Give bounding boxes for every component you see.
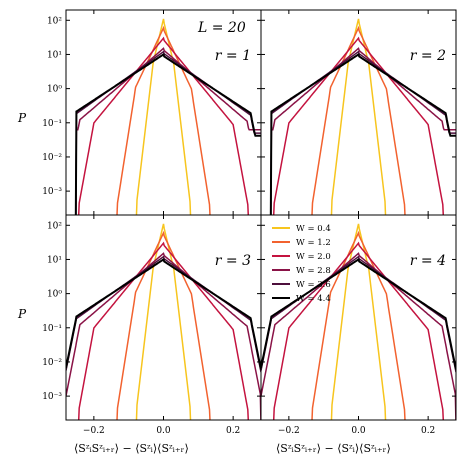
panel-label: r = 3: [215, 253, 251, 269]
series-line-5: [269, 53, 456, 215]
series-line-4: [261, 255, 456, 373]
y-tick-label: 10⁰: [47, 290, 62, 300]
series-line-0: [135, 18, 192, 215]
legend-entry-0: W = 0.4: [296, 224, 331, 234]
x-tick-label: −0.2: [83, 426, 105, 436]
series-line-1: [311, 25, 406, 215]
panel-curves: [261, 223, 456, 420]
x-tick-label: −0.2: [278, 426, 300, 436]
y-tick-label: 10⁰: [47, 85, 62, 95]
legend-entry-3: W = 2.8: [296, 266, 331, 276]
y-tick-label: 10⁻³: [42, 392, 62, 402]
series-line-5: [261, 258, 456, 370]
series-line-0: [330, 18, 387, 215]
x-tick-label: 0.2: [421, 426, 435, 436]
series-line-4: [66, 255, 261, 373]
panel-curves: [269, 18, 456, 215]
annotation-L: L = 20: [197, 20, 246, 36]
panel-label: r = 4: [410, 253, 446, 269]
series-line-4: [270, 50, 456, 215]
y-tick-label: 10⁻³: [42, 187, 62, 197]
y-axis-label-bottom: P: [17, 307, 27, 321]
y-tick-label: 10¹: [47, 50, 62, 60]
series-line-3: [261, 252, 456, 420]
y-tick-label: 10⁻¹: [42, 324, 62, 334]
panel-0: 10⁻³ 10⁻² 10⁻¹ 10⁰ 10¹ 10² r = 1: [42, 9, 262, 216]
series-line-0: [135, 223, 192, 420]
series-line-2: [272, 36, 445, 215]
series-line-0: [330, 223, 387, 420]
series-line-1: [116, 25, 211, 215]
x-axis-label-left: ⟨SᶻᵢSᶻᵢ₊ᵣ⟩ − ⟨Sᶻᵢ⟩⟨Sᶻᵢ₊ᵣ⟩: [74, 442, 189, 455]
y-tick-label: 10²: [47, 16, 62, 26]
y-tick-label: 10⁻²: [42, 358, 62, 368]
legend: W = 0.4 W = 1.2 W = 2.0 W = 2.8 W = 3.6 W = 4…: [272, 224, 331, 304]
series-line-3: [270, 47, 456, 215]
series-line-4: [75, 50, 261, 215]
panel-curves: [74, 18, 261, 215]
x-tick-label: 0.0: [156, 426, 171, 436]
y-axis-label-top: P: [17, 111, 27, 125]
y-tick-label: 10⁻²: [42, 153, 62, 163]
series-line-5: [74, 53, 261, 215]
legend-entry-1: W = 1.2: [296, 238, 331, 248]
x-axis-label-right: ⟨SᶻᵢSᶻᵢ₊ᵣ⟩ − ⟨Sᶻᵢ⟩⟨Sᶻᵢ₊ᵣ⟩: [276, 442, 391, 455]
series-line-3: [75, 47, 261, 215]
series-line-2: [77, 36, 250, 215]
legend-entry-4: W = 3.6: [296, 280, 331, 290]
x-tick-label: 0.0: [351, 426, 366, 436]
panel-3: −0.2 0.0 0.2 r = 4: [260, 214, 457, 436]
panels-group: 10⁻³ 10⁻² 10⁻¹ 10⁰ 10¹ 10² r = 1 r = 2 −0.2 0.0 0.…: [42, 9, 457, 436]
y-tick-label: 10⁻¹: [42, 119, 62, 129]
series-line-5: [66, 258, 261, 370]
panel-curves: [66, 223, 261, 420]
x-tick-label: 0.2: [226, 426, 240, 436]
y-tick-label: 10²: [47, 221, 62, 231]
legend-entry-5: W = 4.4: [296, 294, 331, 304]
panel-2: −0.2 0.0 0.2 10⁻³ 10⁻² 10⁻¹ 10⁰ 10¹ 10² r = 3: [42, 214, 262, 436]
series-line-3: [66, 252, 261, 420]
panel-label: r = 1: [215, 48, 251, 64]
panel-label: r = 2: [410, 48, 446, 64]
series-line-1: [116, 230, 211, 420]
legend-entry-2: W = 2.0: [296, 252, 331, 262]
series-line-2: [272, 241, 445, 420]
y-tick-label: 10¹: [47, 255, 62, 265]
series-line-2: [77, 241, 250, 420]
panel-1: r = 2: [260, 9, 457, 216]
series-line-1: [311, 230, 406, 420]
